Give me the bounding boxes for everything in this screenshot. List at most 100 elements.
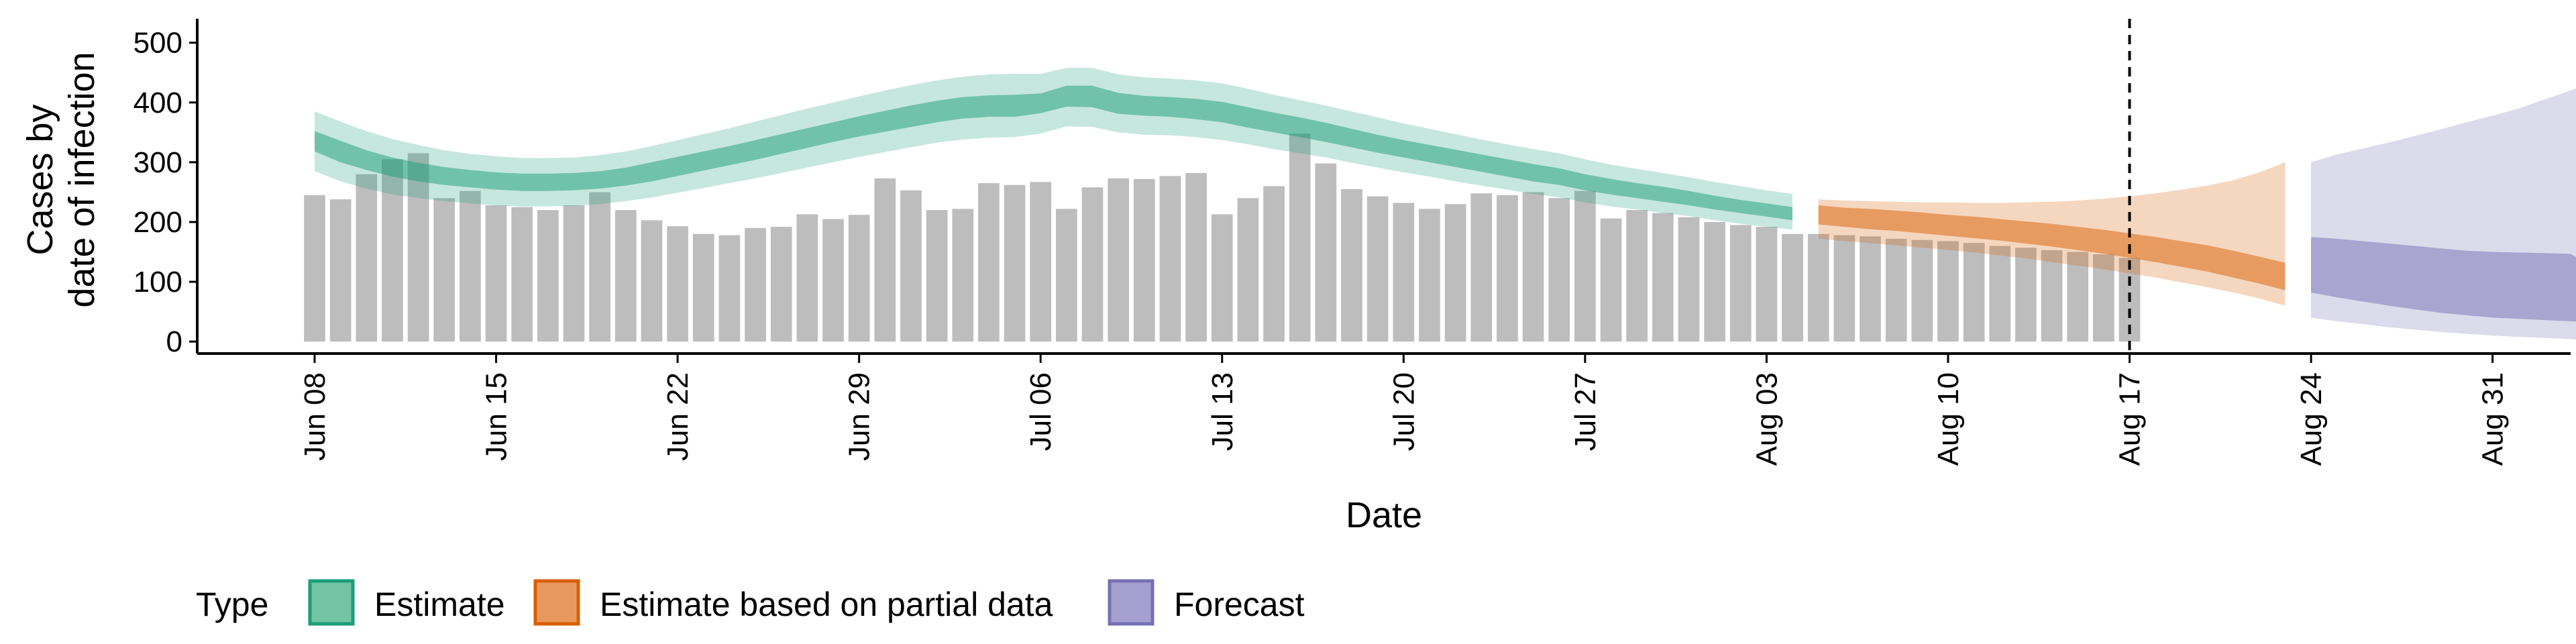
- x-tick-label: Aug 24: [2295, 372, 2328, 466]
- case-bar: [304, 195, 325, 342]
- case-bar: [2093, 254, 2114, 342]
- x-axis-title: Date: [1346, 495, 1422, 535]
- case-bar: [770, 227, 792, 342]
- case-bar: [537, 210, 559, 342]
- case-bar: [796, 214, 818, 342]
- case-bar: [1756, 227, 1778, 342]
- case-bar: [822, 219, 844, 342]
- axes-layer: [196, 19, 2571, 355]
- case-bar: [848, 215, 870, 342]
- y-tick-label: 300: [133, 146, 182, 179]
- x-tick-label: Jul 20: [1387, 372, 1420, 451]
- x-tick-label: Aug 17: [2114, 372, 2147, 466]
- case-bar: [1211, 214, 1233, 342]
- case-bar: [1315, 163, 1337, 342]
- y-tick-label: 0: [166, 325, 182, 358]
- case-bar: [1574, 191, 1596, 342]
- case-bar: [382, 159, 403, 342]
- case-bar: [1133, 178, 1155, 342]
- case-bar: [563, 205, 585, 342]
- y-axis-title-line-1: Cases by: [20, 104, 60, 255]
- x-tick-label: Aug 03: [1750, 372, 1783, 466]
- x-tick-label: Jun 29: [843, 372, 876, 461]
- y-tick-label: 400: [133, 87, 182, 119]
- case-bar: [718, 235, 741, 342]
- case-bar: [1444, 204, 1466, 342]
- case-bar: [329, 199, 352, 342]
- y-tick-label: 200: [133, 206, 182, 239]
- legend-label-1: Estimate: [374, 586, 505, 623]
- legend-label-2: Estimate based on partial data: [600, 586, 1053, 623]
- legend-key-2: [533, 579, 580, 626]
- case-bar: [1237, 198, 1259, 342]
- case-bar: [1860, 236, 1881, 342]
- case-bar: [2015, 248, 2037, 342]
- x-tick-label: Jul 13: [1206, 372, 1239, 451]
- case-bar: [900, 190, 922, 342]
- case-bar: [952, 209, 974, 342]
- case-bar: [589, 192, 610, 342]
- case-bar: [485, 205, 507, 342]
- x-tick-label: Jun 15: [480, 372, 513, 461]
- case-bar: [614, 210, 637, 342]
- case-bar: [1652, 213, 1674, 342]
- legend-key-1: [308, 579, 355, 626]
- estimate-outer-band: [315, 68, 1792, 230]
- bars-layer: [304, 133, 2141, 342]
- case-bar: [1911, 239, 1933, 342]
- y-axis-title: Cases by date of infection: [20, 52, 102, 307]
- x-tick-label: Jun 22: [661, 372, 694, 461]
- y-tick-label: 500: [133, 27, 182, 60]
- x-tick-label: Aug 31: [2477, 372, 2510, 466]
- case-bar: [1470, 193, 1493, 342]
- case-bar: [1419, 209, 1440, 342]
- case-bar: [1548, 198, 1570, 342]
- case-bar: [1081, 187, 1104, 342]
- case-bar: [1056, 209, 1077, 342]
- case-bar: [433, 198, 455, 342]
- legend-label-3: Forecast: [1174, 586, 1305, 623]
- case-bar: [1159, 176, 1181, 342]
- case-bar: [2041, 250, 2063, 342]
- case-bar: [1185, 172, 1207, 342]
- case-bar: [1626, 210, 1648, 342]
- case-bar: [1393, 203, 1415, 342]
- case-bar: [1004, 184, 1026, 342]
- case-bar: [1704, 221, 1725, 342]
- case-bar: [1497, 195, 1518, 342]
- case-bar: [1263, 186, 1285, 342]
- case-bar: [1366, 196, 1389, 342]
- legend-key-3: [1108, 579, 1155, 626]
- x-ticks: Jun 08 Jun 15 Jun 22 Jun 29 Jul 06 Jul 13 Jul …: [299, 354, 2510, 466]
- case-bar: [2067, 252, 2089, 342]
- case-bar: [1937, 241, 1959, 342]
- y-tick-label: 100: [133, 266, 182, 299]
- case-bar: [1341, 189, 1362, 342]
- case-bar: [641, 220, 663, 342]
- case-bar: [1885, 238, 1907, 342]
- legend: Type Estimate Estimate based on partial d…: [196, 579, 1305, 626]
- x-tick-label: Jul 27: [1569, 372, 1602, 451]
- case-bar: [874, 178, 896, 342]
- case-bar: [1807, 233, 1829, 342]
- case-bar: [1108, 178, 1129, 342]
- y-ticks: 0 100 200 300 400 500: [133, 27, 197, 358]
- case-bar: [1289, 133, 1311, 342]
- case-bar: [1030, 182, 1052, 342]
- case-bar: [1833, 235, 1856, 342]
- case-bar: [511, 207, 533, 342]
- case-bar: [1989, 246, 2011, 342]
- y-axis-title-line-2: date of infection: [62, 52, 102, 307]
- case-bar: [356, 174, 378, 342]
- x-tick-label: Jul 06: [1024, 372, 1057, 451]
- case-bar: [1782, 233, 1803, 342]
- case-bar: [1678, 217, 1700, 342]
- estimate-based-on-partial-data-inner-band: [1818, 205, 2286, 290]
- legend-title: Type: [196, 586, 268, 623]
- case-bar: [1963, 243, 1985, 342]
- case-bar: [745, 227, 766, 342]
- x-tick-label: Jun 08: [299, 372, 331, 461]
- x-tick-label: Aug 10: [1932, 372, 1965, 466]
